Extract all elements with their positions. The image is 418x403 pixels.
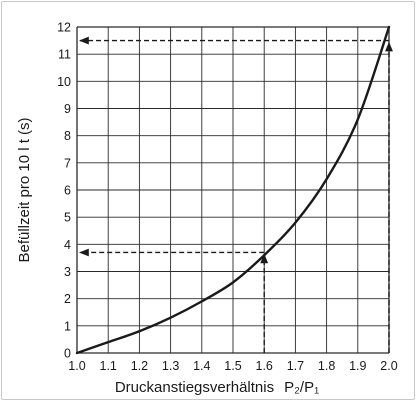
y-axis-label: Befüllzeit pro 10 l t (s) [16,117,33,262]
grid [76,26,390,354]
fill-time-curve [75,25,391,355]
y-tick-label: 0 [64,347,71,361]
y-tick-label: 11 [58,48,71,62]
guide-lines [79,36,393,353]
series [75,25,391,355]
x-tick-label: 1.2 [131,359,148,373]
x-axis-label-main: Druckanstiegsverhältnis [115,379,274,396]
x-tick-label: 1.4 [193,359,210,373]
y-tick-label: 6 [64,184,71,198]
x-tick-label: 2.0 [380,359,397,373]
y-tick-label: 4 [64,238,71,252]
x-tick-label: 1.0 [68,359,85,373]
x-axis-label: Druckanstiegsverhältnis P₂/P₁ [115,379,319,396]
x-tick-label: 1.6 [256,359,273,373]
x-tick-label: 1.7 [287,359,304,373]
y-tick-label: 9 [64,102,71,116]
x-axis-label-ratio: P₂/P₁ [284,379,319,396]
y-tick-label: 12 [57,21,71,35]
y-tick-label: 10 [57,75,71,89]
x-tick-label: 1.3 [162,359,179,373]
y-tick-label: 8 [64,129,71,143]
x-tick-label: 1.8 [318,359,335,373]
y-tick-label: 5 [64,211,71,225]
y-tick-label: 2 [64,292,71,306]
x-tick-label: 1.1 [100,359,117,373]
x-tick-labels: 1.0 1.1 1.2 1.3 1.4 1.5 1.6 1.7 1.8 1.9 2.0 [68,359,397,373]
y-tick-label: 1 [64,319,71,333]
x-tick-label: 1.9 [349,359,366,373]
y-tick-label: 3 [64,265,71,279]
y-tick-label: 7 [64,156,71,170]
x-tick-label: 1.5 [224,359,241,373]
